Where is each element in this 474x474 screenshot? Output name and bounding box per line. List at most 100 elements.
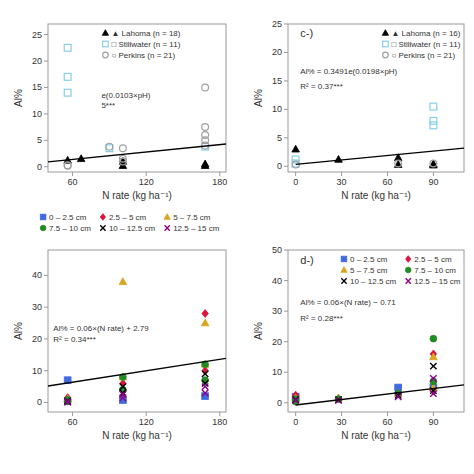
y-tick-label: 10 bbox=[32, 109, 42, 119]
annotation: R² = 0.34*** bbox=[53, 335, 95, 344]
annotation: R² = 0.28*** bbox=[300, 314, 342, 323]
legend-label: ○ Perkins (n = 21) bbox=[111, 51, 175, 60]
x-tick-label: 60 bbox=[68, 417, 78, 427]
chart: 601201800510152025N rate (kg ha⁻¹)Al%e(0… bbox=[0, 0, 474, 474]
panel: 601201800510152025N rate (kg ha⁻¹)Al%e(0… bbox=[13, 24, 227, 201]
panel-label: d-) bbox=[300, 254, 313, 266]
x-tick-label: 120 bbox=[139, 177, 154, 187]
point bbox=[430, 353, 438, 360]
x-axis-label: N rate (kg ha⁻¹) bbox=[341, 190, 411, 201]
x-tick bbox=[387, 172, 388, 176]
legend-label: 2.5 – 5 cm bbox=[414, 255, 452, 264]
fit-line bbox=[48, 358, 226, 386]
y-tick-label: 0 bbox=[37, 162, 42, 172]
point bbox=[201, 162, 209, 169]
point bbox=[201, 319, 209, 326]
point bbox=[64, 73, 71, 80]
y-tick-label: 30 bbox=[32, 302, 42, 312]
panel: 60120180010203040N rate (kg ha⁻¹)Al%Al% … bbox=[13, 213, 227, 441]
point bbox=[292, 397, 298, 403]
y-tick-label: 15 bbox=[32, 82, 42, 92]
legend-marker bbox=[383, 41, 389, 47]
y-tick-label: 5 bbox=[37, 135, 42, 145]
y-axis-label: Al% bbox=[253, 322, 264, 340]
y-tick bbox=[44, 34, 48, 35]
legend-marker bbox=[382, 30, 388, 36]
x-tick-label: 90 bbox=[428, 417, 438, 427]
x-tick-label: 60 bbox=[382, 177, 392, 187]
x-tick-label: 0 bbox=[293, 417, 298, 427]
y-tick-label: 30 bbox=[272, 306, 282, 316]
point bbox=[64, 162, 71, 169]
legend-marker bbox=[102, 30, 108, 36]
y-tick bbox=[284, 52, 288, 53]
y-tick-label: 15 bbox=[272, 76, 282, 86]
x-tick-label: 30 bbox=[337, 177, 347, 187]
plot-data bbox=[292, 335, 464, 405]
legend-marker bbox=[100, 214, 105, 221]
x-tick bbox=[387, 412, 388, 416]
point bbox=[64, 399, 70, 405]
point bbox=[430, 160, 437, 167]
point bbox=[120, 383, 126, 389]
annotation: Al% = 0.3491e(0.0198×pH) bbox=[300, 67, 397, 76]
y-tick-label: 10 bbox=[272, 104, 282, 114]
legend-label: □ Stillwater (n = 11) bbox=[111, 40, 180, 49]
legend-label: ○ Perkins (n = 21) bbox=[391, 51, 455, 60]
point bbox=[119, 158, 126, 165]
x-tick bbox=[72, 172, 73, 176]
x-tick bbox=[219, 172, 220, 176]
panel: 030609001020304050N rate (kg ha⁻¹)Al%d-)… bbox=[253, 245, 464, 441]
x-axis-label: N rate (kg ha⁻¹) bbox=[102, 190, 172, 201]
y-tick bbox=[44, 275, 48, 276]
point bbox=[430, 103, 437, 110]
legend-marker bbox=[40, 214, 46, 220]
point bbox=[202, 371, 208, 377]
y-tick-label: 25 bbox=[32, 30, 42, 40]
point bbox=[292, 145, 300, 152]
point bbox=[292, 396, 298, 404]
plot-frame bbox=[48, 250, 226, 412]
point bbox=[430, 390, 436, 396]
point bbox=[119, 145, 126, 152]
legend-label: 5 – 7.5 cm bbox=[173, 213, 211, 222]
legend-marker bbox=[406, 278, 411, 283]
y-axis-label: Al% bbox=[13, 89, 24, 107]
point bbox=[64, 44, 71, 51]
y-tick-label: 20 bbox=[272, 47, 282, 57]
y-tick-label: 50 bbox=[272, 245, 282, 255]
fit-line bbox=[48, 144, 226, 162]
legend-label: □ Stillwater (n = 11) bbox=[391, 40, 460, 49]
annotation: Al% = 0.06×(N rate) + 2.79 bbox=[53, 324, 149, 333]
legend-marker bbox=[341, 278, 346, 283]
point bbox=[430, 117, 437, 124]
x-tick bbox=[295, 172, 296, 176]
x-tick-label: 0 bbox=[293, 177, 298, 187]
annotation: 5*** bbox=[101, 101, 115, 110]
panel-label: c-) bbox=[300, 27, 313, 39]
point bbox=[394, 161, 402, 168]
y-tick-label: 5 bbox=[277, 133, 282, 143]
plot-frame bbox=[48, 24, 226, 172]
y-tick bbox=[44, 370, 48, 371]
plot-data bbox=[48, 278, 226, 406]
y-tick bbox=[44, 166, 48, 167]
y-tick bbox=[44, 307, 48, 308]
x-tick bbox=[433, 412, 434, 416]
point bbox=[292, 397, 298, 403]
y-tick bbox=[44, 402, 48, 403]
legend-label: ▲ Lahoma (n = 18) bbox=[111, 29, 180, 38]
x-tick bbox=[341, 412, 342, 416]
y-tick-label: 10 bbox=[272, 367, 282, 377]
legend-marker bbox=[383, 52, 389, 58]
legend-marker bbox=[341, 256, 347, 262]
legend: ▲ Lahoma (n = 16)□ Stillwater (n = 11)○ … bbox=[382, 29, 461, 60]
y-tick bbox=[44, 140, 48, 141]
point bbox=[64, 398, 70, 404]
x-tick bbox=[146, 412, 147, 416]
point bbox=[106, 143, 113, 150]
y-tick bbox=[284, 372, 288, 373]
annotation: Al% = 0.06×(N rate) − 0.71 bbox=[300, 298, 396, 307]
y-axis-label: Al% bbox=[253, 89, 264, 107]
x-tick-label: 60 bbox=[68, 177, 78, 187]
